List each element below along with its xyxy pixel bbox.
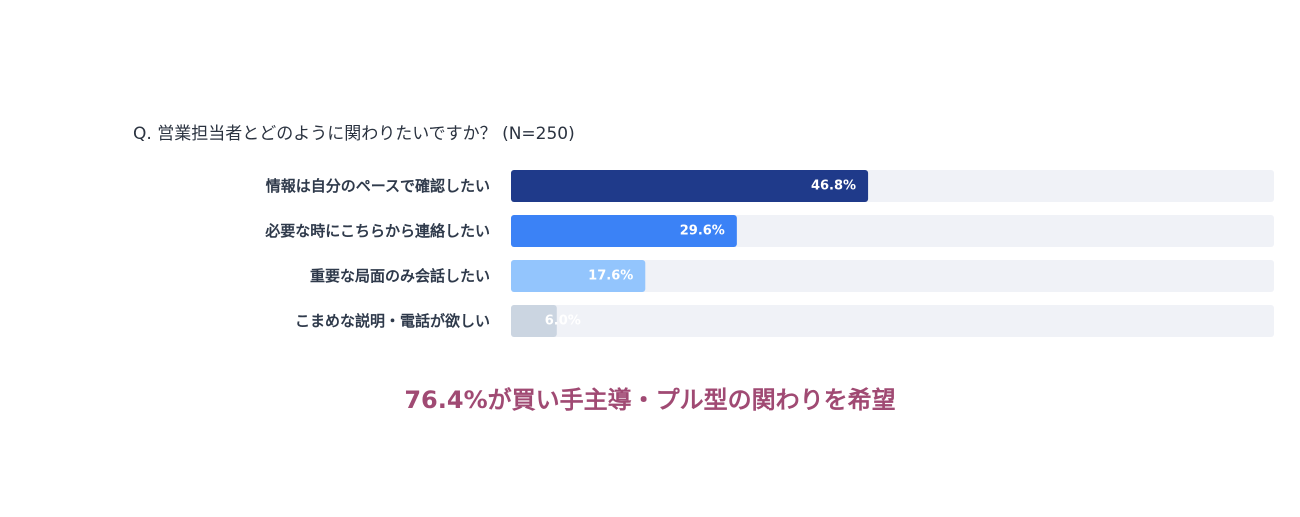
bar-track [511, 305, 1274, 337]
question-title: Q. 営業担当者とどのように関わりたいですか？ (N=250) [133, 124, 575, 144]
bar [511, 170, 869, 202]
category-label: こまめな説明・電話が欲しい [295, 312, 490, 330]
value-label: 46.8% [811, 179, 856, 194]
category-label: 重要な局面のみ会話したい [310, 267, 490, 285]
category-label: 情報は自分のペースで確認したい [266, 177, 490, 195]
category-label: 必要な時にこちらから連絡したい [264, 222, 490, 240]
value-label: 17.6% [588, 269, 633, 284]
bar [511, 260, 646, 292]
value-label: 29.6% [680, 224, 725, 239]
summary-headline: 76.4%が買い手主導・プル型の関わりを希望 [404, 386, 896, 414]
bar [511, 215, 737, 247]
bar-track [511, 260, 1274, 292]
value-label: 6.0% [545, 314, 581, 329]
bar [511, 305, 557, 337]
